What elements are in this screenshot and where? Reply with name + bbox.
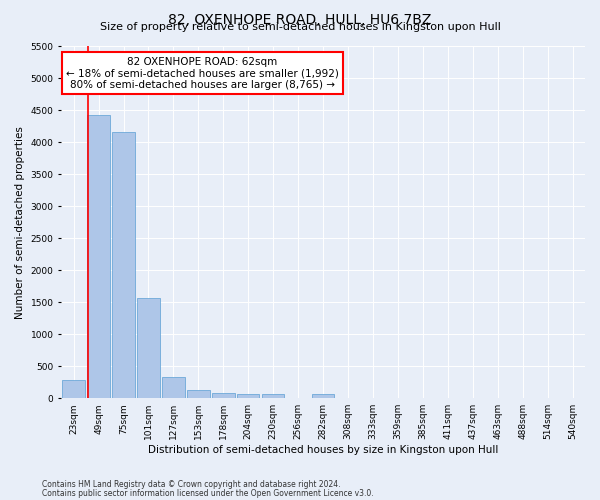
Bar bbox=[312, 394, 334, 398]
Bar bbox=[162, 378, 185, 398]
Text: 82, OXENHOPE ROAD, HULL, HU6 7BZ: 82, OXENHOPE ROAD, HULL, HU6 7BZ bbox=[169, 12, 431, 26]
Bar bbox=[212, 393, 235, 398]
Bar bbox=[187, 390, 209, 398]
Bar bbox=[137, 298, 160, 398]
Text: Contains public sector information licensed under the Open Government Licence v3: Contains public sector information licen… bbox=[42, 488, 374, 498]
Text: Size of property relative to semi-detached houses in Kingston upon Hull: Size of property relative to semi-detach… bbox=[100, 22, 500, 32]
Bar bbox=[112, 132, 135, 398]
X-axis label: Distribution of semi-detached houses by size in Kingston upon Hull: Distribution of semi-detached houses by … bbox=[148, 445, 498, 455]
Y-axis label: Number of semi-detached properties: Number of semi-detached properties bbox=[15, 126, 25, 318]
Text: 82 OXENHOPE ROAD: 62sqm
← 18% of semi-detached houses are smaller (1,992)
80% of: 82 OXENHOPE ROAD: 62sqm ← 18% of semi-de… bbox=[66, 56, 339, 90]
Bar bbox=[62, 380, 85, 398]
Bar bbox=[237, 394, 259, 398]
Text: Contains HM Land Registry data © Crown copyright and database right 2024.: Contains HM Land Registry data © Crown c… bbox=[42, 480, 341, 489]
Bar bbox=[262, 394, 284, 398]
Bar bbox=[88, 114, 110, 398]
